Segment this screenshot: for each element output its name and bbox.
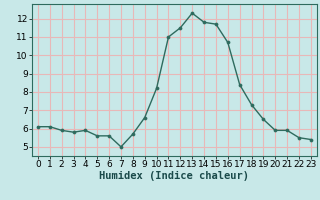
X-axis label: Humidex (Indice chaleur): Humidex (Indice chaleur): [100, 171, 249, 181]
